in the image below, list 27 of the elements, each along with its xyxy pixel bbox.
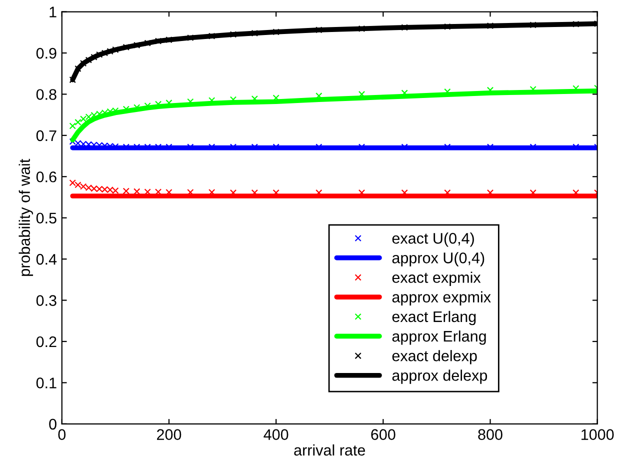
- legend-label: approx U(0,4): [392, 252, 484, 266]
- y-tick-label: 0.7: [36, 130, 56, 142]
- y-tick-label: 0.1: [36, 378, 56, 388]
- legend-label: exact Erlang: [392, 310, 476, 326]
- y-tick-label: 0.9: [36, 48, 56, 59]
- x-axis-title: arrival rate: [294, 444, 366, 456]
- legend-label: exact U(0,4): [392, 232, 474, 247]
- y-tick-label: 0.8: [36, 89, 56, 100]
- y-axis-title: probability of wait: [18, 158, 34, 276]
- legend-label: approx Erlang: [392, 330, 486, 345]
- x-tick-label: 1000: [582, 429, 614, 440]
- y-tick-label: 0.5: [36, 212, 56, 224]
- y-tick-label: 0.4: [36, 254, 57, 265]
- x-tick-label: 200: [157, 429, 182, 440]
- x-tick-label: 0: [58, 429, 66, 440]
- legend-label: exact expmix: [392, 272, 481, 286]
- x-tick-label: 600: [371, 429, 396, 440]
- y-tick-label: 0: [49, 418, 56, 430]
- y-tick-label: 0.2: [36, 336, 56, 348]
- y-tick-label: 0.6: [36, 171, 56, 182]
- x-tick-label: 800: [478, 429, 502, 440]
- x-tick-label: 400: [264, 429, 288, 440]
- y-tick-label: 0.3: [36, 295, 56, 306]
- legend-label: approx expmix: [392, 291, 491, 306]
- legend-label: exact delexp: [392, 350, 477, 364]
- legend-label: approx delexp: [392, 370, 488, 384]
- y-tick-label: 1: [50, 6, 56, 18]
